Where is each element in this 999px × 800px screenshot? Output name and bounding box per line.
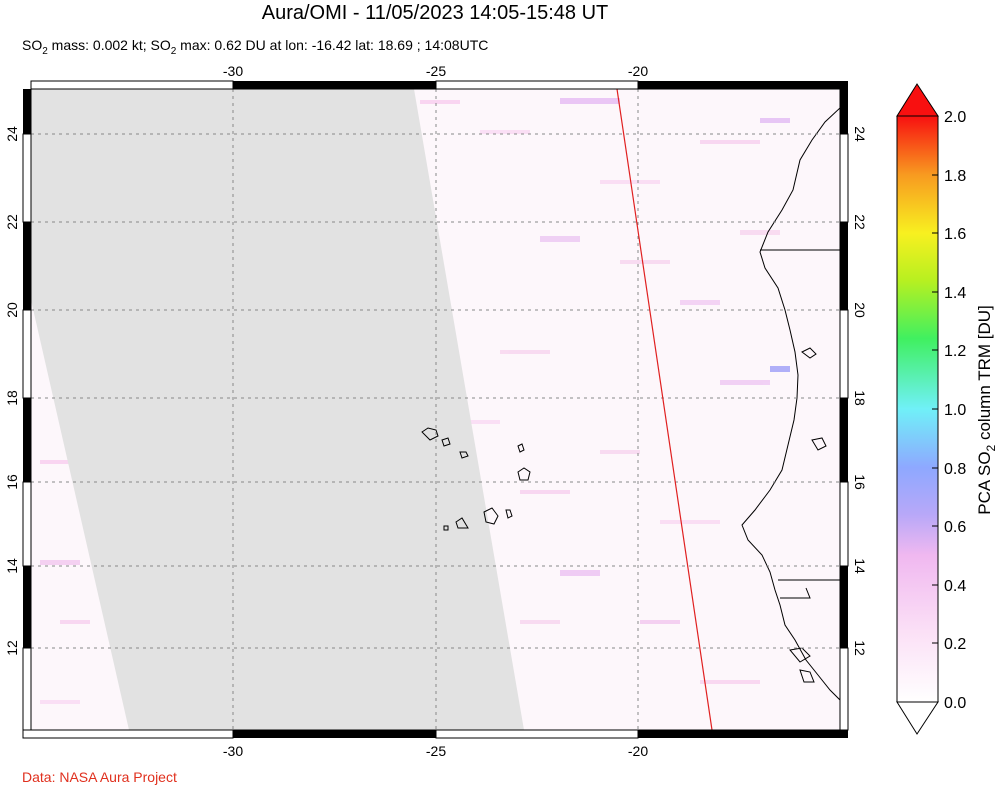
cb-tick-1-0: 1.0 (944, 402, 966, 419)
swath-edge-line (616, 89, 713, 730)
cb-tick-0-6: 0.6 (944, 519, 966, 536)
lat-tick-left-22: 22 (4, 214, 20, 230)
lon-tick-bottom-3: -20 (628, 743, 648, 759)
lat-tick-left-20: 20 (4, 302, 20, 318)
map-title: Aura/OMI - 11/05/2023 14:05-15:48 UT (261, 2, 609, 24)
colorbar-min-triangle (896, 701, 939, 735)
border-lines (760, 249, 840, 599)
colorbar-axis-label: PCA SO2 column TRM [DU] (975, 305, 998, 515)
cb-tick-0-4: 0.4 (944, 578, 966, 595)
cb-tick-1-8: 1.8 (944, 168, 966, 185)
lat-tick-left-14: 14 (4, 558, 20, 574)
lat-tick-right-20: 20 (852, 302, 868, 318)
lat-tick-left-16: 16 (4, 474, 20, 490)
cb-tick-1-4: 1.4 (944, 285, 966, 302)
lat-tick-right-22: 22 (852, 214, 868, 230)
cb-tick-0-2: 0.2 (944, 636, 966, 653)
cape-verde-islands (421, 427, 531, 531)
lat-tick-right-16: 16 (852, 474, 868, 490)
lat-tick-right-14: 14 (852, 558, 868, 574)
so2-summary: SO2 mass: 0.002 kt; SO2 max: 0.62 DU at … (22, 37, 489, 57)
colorbar-max-triangle (896, 83, 939, 117)
lon-tick-top-1: -30 (223, 63, 243, 79)
coastal-islands (789, 347, 827, 683)
cb-tick-2-0: 2.0 (944, 109, 966, 126)
lon-tick-bottom-1: -30 (223, 743, 243, 759)
colorbar (896, 83, 939, 735)
lat-tick-left-12: 12 (4, 640, 20, 656)
so2-retrieval-stripes (40, 98, 790, 704)
gridlines (31, 89, 840, 730)
data-credit: Data: NASA Aura Project (22, 769, 177, 785)
lat-tick-right-12: 12 (852, 640, 868, 656)
lon-tick-bottom-2: -25 (426, 743, 446, 759)
colorbar-gradient (896, 115, 939, 703)
lat-tick-right-18: 18 (852, 390, 868, 406)
cb-tick-1-2: 1.2 (944, 343, 966, 360)
no-data-gap (31, 89, 524, 730)
lat-tick-left-18: 18 (4, 390, 20, 406)
africa-coastline (741, 107, 840, 701)
lat-tick-right-24: 24 (852, 126, 868, 142)
lon-tick-top-2: -25 (426, 63, 446, 79)
cb-tick-1-6: 1.6 (944, 226, 966, 243)
cb-tick-0-0: 0.0 (944, 695, 966, 712)
lon-tick-top-3: -20 (628, 63, 648, 79)
lat-tick-left-24: 24 (4, 126, 20, 142)
cb-tick-0-8: 0.8 (944, 461, 966, 478)
frame-scale-bars (22, 80, 849, 739)
